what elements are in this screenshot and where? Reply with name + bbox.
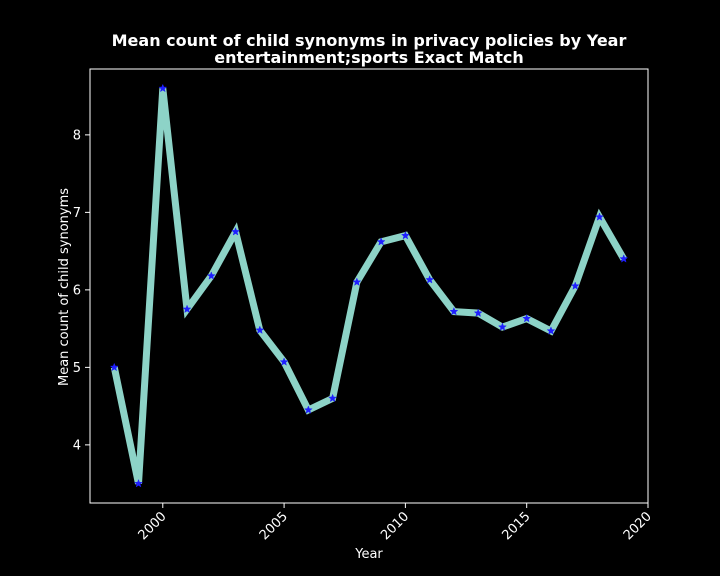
y-tick-label: 7	[73, 206, 81, 221]
data-point	[206, 271, 216, 280]
y-tick-label: 8	[73, 128, 81, 143]
x-tick-label: 2020	[621, 509, 655, 543]
series-line	[110, 88, 627, 485]
data-point	[182, 304, 192, 314]
plot-area: 4 5 6 7 8 2000 2005 2010 2015 2020	[73, 68, 655, 543]
data-point	[158, 83, 168, 93]
data-point	[619, 254, 629, 263]
x-tick-label: 2005	[257, 509, 291, 543]
data-point	[400, 230, 410, 240]
data-point	[595, 212, 604, 221]
y-axis-label: Mean count of child synonyms	[57, 188, 72, 386]
y-tick-label: 5	[73, 361, 81, 376]
data-point	[449, 306, 459, 316]
data-point	[303, 405, 313, 414]
data-point	[376, 237, 386, 246]
data-point	[134, 478, 143, 488]
data-point	[328, 393, 338, 403]
chart-title: Mean count of child synonyms in privacy …	[112, 31, 627, 50]
data-point	[255, 325, 265, 334]
x-axis-label: Year	[354, 547, 383, 562]
x-tick-label: 2000	[136, 509, 170, 543]
data-point	[497, 322, 507, 331]
data-point	[231, 227, 241, 236]
x-tick-label: 2015	[500, 509, 534, 543]
data-point	[279, 357, 289, 366]
y-tick-label: 4	[73, 438, 81, 453]
chart-subtitle: entertainment;sports Exact Match	[214, 48, 524, 67]
y-tick-label: 6	[73, 283, 81, 298]
data-point	[473, 308, 483, 317]
data-point	[425, 275, 435, 284]
data-point	[570, 281, 580, 290]
x-tick-label: 2010	[378, 509, 412, 543]
data-point	[352, 277, 362, 286]
data-point	[546, 326, 556, 335]
data-point	[109, 362, 119, 372]
plot-frame	[89, 68, 649, 504]
data-point	[522, 313, 532, 323]
